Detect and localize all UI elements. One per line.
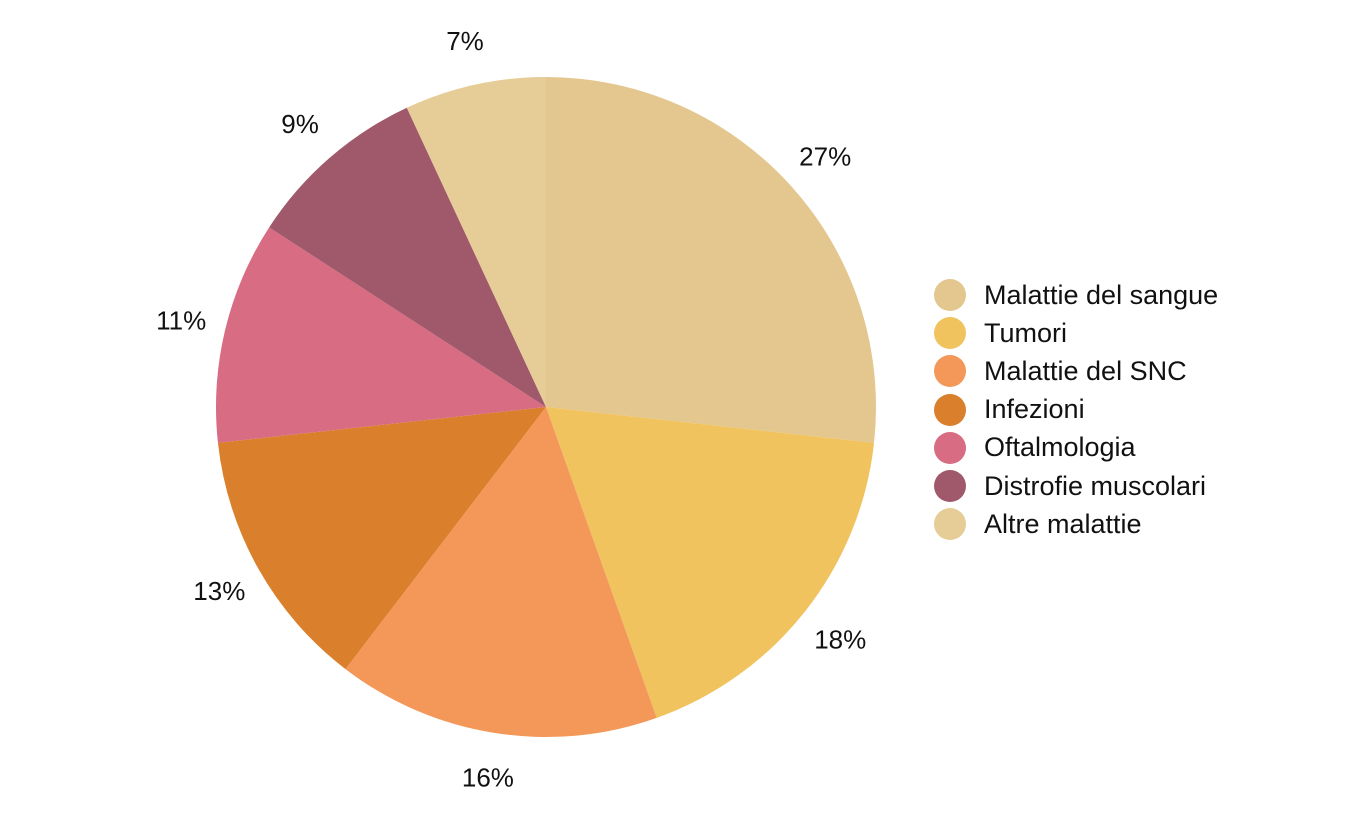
legend-swatch [934,508,966,541]
legend-item-oftalmologia: Oftalmologia [934,429,1218,467]
pie-slice-infezioni [217,407,546,670]
pie-slice-oftalmologia [215,227,546,443]
legend-swatch [934,279,966,312]
pie-label-malattie-del-sangue: 27% [799,142,851,172]
legend-label: Tumori [984,317,1068,348]
pie-slice-distrofie-muscolari [269,107,546,408]
legend-label: Infezioni [984,394,1085,425]
legend-item-distrofie-muscolari: Distrofie muscolari [934,467,1218,505]
legend-swatch [934,470,966,503]
legend: Malattie del sangue Tumori Malattie del SN… [934,276,1218,543]
pie-slice-malattie-del-sangue [546,77,877,443]
legend-swatch [934,317,966,350]
pie-label-infezioni: 13% [193,576,245,606]
legend-item-infezioni: Infezioni [934,391,1218,429]
pie-percent-labels: 27% 18% 16% 13% 11% 9% 7% [156,26,866,793]
pie-slice-tumori [546,407,875,718]
legend-label: Malattie del sangue [984,279,1219,310]
legend-swatch [934,431,966,464]
legend-swatch [934,393,966,426]
legend-label: Oftalmologia [984,432,1136,463]
legend-label: Distrofie muscolari [984,470,1207,501]
pie-label-malattie-del-snc: 16% [462,762,514,792]
pie-label-oftalmologia: 11% [156,305,206,335]
legend-label: Altre malattie [984,508,1142,539]
pie-slices [215,77,877,737]
legend-item-altre-malattie: Altre malattie [934,505,1218,543]
legend-swatch [934,355,966,388]
pie-slice-altre-malattie [406,77,546,407]
pie-label-distrofie-muscolari: 9% [281,109,319,139]
legend-item-malattie-del-sangue: Malattie del sangue [934,276,1218,314]
legend-item-malattie-del-snc: Malattie del SNC [934,352,1218,390]
legend-label: Malattie del SNC [984,355,1187,386]
legend-item-tumori: Tumori [934,314,1218,352]
pie-label-tumori: 18% [814,625,866,655]
pie-label-altre-malattie: 7% [446,26,484,56]
pie-slice-malattie-del-snc [345,407,657,737]
